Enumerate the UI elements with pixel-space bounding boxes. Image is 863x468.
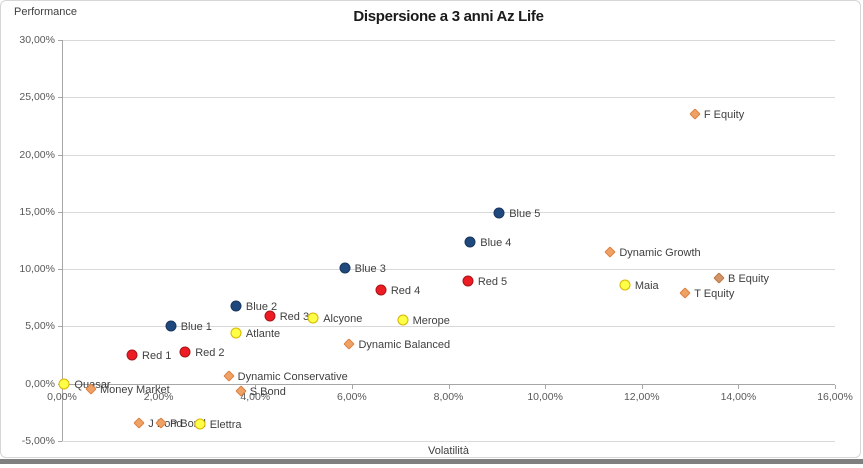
h-gridline [62, 211, 835, 213]
y-tick-label: 5,00% [25, 320, 55, 333]
data-point-label-red-4: Red 4 [390, 284, 421, 297]
data-point-label-f-equity: F Equity [703, 109, 745, 122]
data-point-marker-blue-2[interactable] [230, 300, 242, 312]
h-gridline [62, 154, 835, 156]
x-axis-tick [835, 384, 836, 389]
chart-canvas[interactable] [0, 0, 861, 458]
data-point-label-red-2: Red 2 [195, 346, 225, 359]
x-axis-tick [738, 384, 740, 389]
data-point-marker-red-1[interactable] [126, 349, 138, 361]
data-point-marker-quasar[interactable] [58, 378, 70, 390]
data-point-marker-maia[interactable] [619, 279, 631, 291]
y-axis-tick [58, 211, 62, 213]
data-point-marker-b-equity[interactable] [713, 272, 725, 284]
data-point-marker-t-equity[interactable] [679, 287, 691, 299]
data-point-marker-alcyone[interactable] [307, 312, 319, 324]
x-tick-label: 0,00% [47, 390, 77, 403]
data-point-label-elettra: Elettra [209, 418, 242, 431]
h-gridline [62, 269, 835, 271]
data-point-label-red-5: Red 5 [477, 275, 508, 288]
y-tick-label: -5,00% [21, 435, 55, 447]
data-point-marker-red-5[interactable] [462, 275, 474, 287]
y-tick-label: 25,00% [19, 91, 55, 104]
x-axis-line [62, 383, 835, 385]
data-point-label-alcyone: Alcyone [323, 313, 363, 326]
x-tick-label: 4,00% [240, 390, 271, 403]
data-point-marker-red-3[interactable] [264, 310, 276, 322]
y-axis-tick [58, 441, 62, 442]
data-point-marker-dynamic-growth[interactable] [604, 246, 617, 258]
data-point-marker-red-4[interactable] [375, 284, 387, 296]
y-tick-label: 10,00% [19, 263, 55, 276]
x-tick-label: 14,00% [720, 390, 757, 403]
data-point-label-dynamic-balanced: Dynamic Balanced [358, 339, 451, 352]
data-point-marker-blue-1[interactable] [165, 320, 177, 332]
data-point-label-dynamic-conservative: Dynamic Conservative [237, 370, 348, 383]
x-tick-label: 8,00% [433, 390, 464, 403]
y-axis-tick [58, 154, 62, 156]
data-point-label-atlante: Atlante [245, 328, 281, 341]
data-point-label-b-equity: B Equity [728, 273, 770, 286]
data-point-marker-dynamic-conservative[interactable] [223, 370, 235, 382]
data-point-label-money-market: Money Market [99, 384, 170, 397]
data-point-label-red-3: Red 3 [279, 311, 310, 324]
x-tick-label: 12,00% [623, 390, 660, 403]
x-axis-title: Volatilità [428, 445, 469, 457]
y-axis-tick [58, 97, 62, 99]
data-point-marker-blue-3[interactable] [339, 262, 351, 274]
data-point-label-dynamic-growth: Dynamic Growth [619, 246, 701, 259]
data-point-label-red-1: Red 1 [142, 350, 172, 363]
y-tick-label: 15,00% [19, 205, 55, 218]
y-axis-title: Performance [14, 6, 77, 18]
h-gridline [62, 40, 835, 41]
y-tick-label: 0,00% [25, 377, 55, 390]
data-point-label-blue-1: Blue 1 [180, 321, 212, 334]
data-point-marker-blue-4[interactable] [464, 236, 476, 248]
data-point-label-blue-4: Blue 4 [480, 236, 512, 249]
h-gridline [62, 97, 835, 99]
x-axis-tick [158, 384, 160, 389]
data-point-marker-red-2[interactable] [179, 346, 191, 358]
data-point-marker-f-equity[interactable] [689, 108, 701, 121]
y-axis-tick [58, 40, 62, 41]
data-point-marker-atlante[interactable] [230, 327, 242, 339]
data-point-label-t-equity: T Equity [694, 288, 735, 301]
x-axis-tick [545, 384, 547, 389]
data-point-label-blue-3: Blue 3 [354, 262, 386, 275]
chart-title: Dispersione a 3 anni Az Life [353, 8, 544, 25]
data-point-marker-merope[interactable] [397, 314, 409, 326]
y-tick-label: 20,00% [19, 148, 55, 161]
data-point-marker-elettra[interactable] [194, 418, 206, 430]
x-axis-tick [255, 384, 257, 389]
data-point-marker-dynamic-balanced[interactable] [343, 338, 356, 350]
data-point-label-maia: Maia [634, 280, 659, 293]
y-axis-tick [58, 269, 62, 271]
data-point-label-s-bond: S Bond [249, 386, 286, 399]
h-gridline [62, 326, 835, 328]
y-tick-label: 30,00% [19, 34, 55, 46]
h-gridline [62, 441, 835, 442]
data-point-marker-j-bond[interactable] [133, 417, 145, 429]
x-axis-tick [448, 384, 450, 389]
data-point-label-blue-2: Blue 2 [245, 300, 278, 313]
x-tick-label: 2,00% [143, 390, 174, 403]
data-point-label-blue-5: Blue 5 [509, 208, 541, 220]
data-point-marker-blue-5[interactable] [493, 207, 505, 219]
x-axis-tick [641, 384, 643, 389]
bottom-border-strip [0, 459, 863, 464]
y-axis-tick [58, 326, 62, 328]
data-point-label-merope: Merope [412, 314, 450, 327]
y-axis-line [62, 40, 63, 441]
x-tick-label: 16,00% [817, 390, 853, 403]
x-axis-tick [351, 384, 353, 389]
x-tick-label: 6,00% [336, 390, 367, 403]
x-tick-label: 10,00% [527, 390, 563, 403]
